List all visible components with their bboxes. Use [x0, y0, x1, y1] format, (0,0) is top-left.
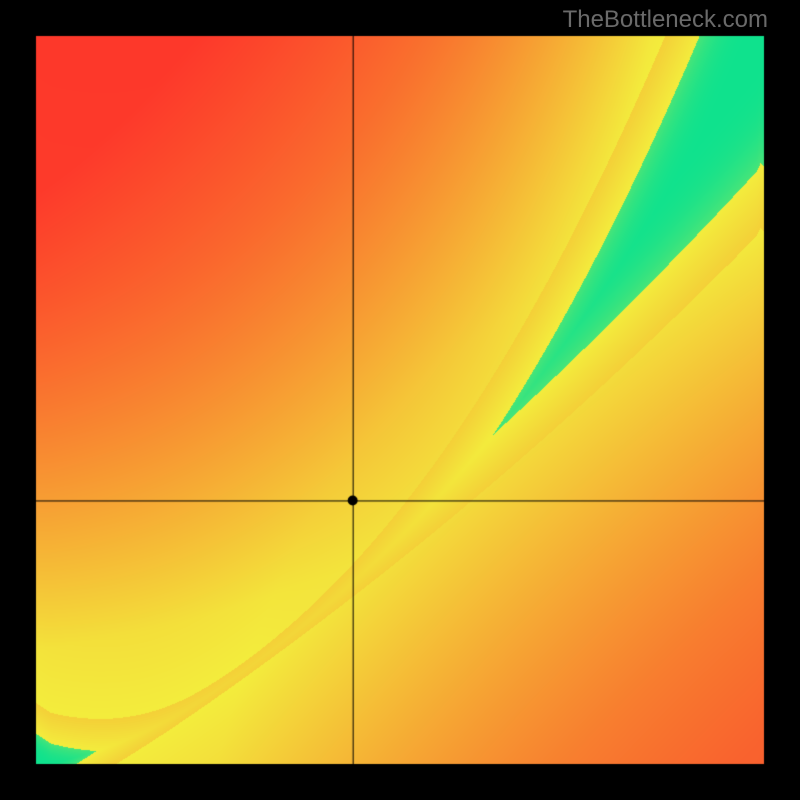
bottleneck-heatmap: [0, 0, 800, 800]
watermark-label: TheBottleneck.com: [563, 6, 768, 34]
chart-container: TheBottleneck.com: [0, 0, 800, 800]
